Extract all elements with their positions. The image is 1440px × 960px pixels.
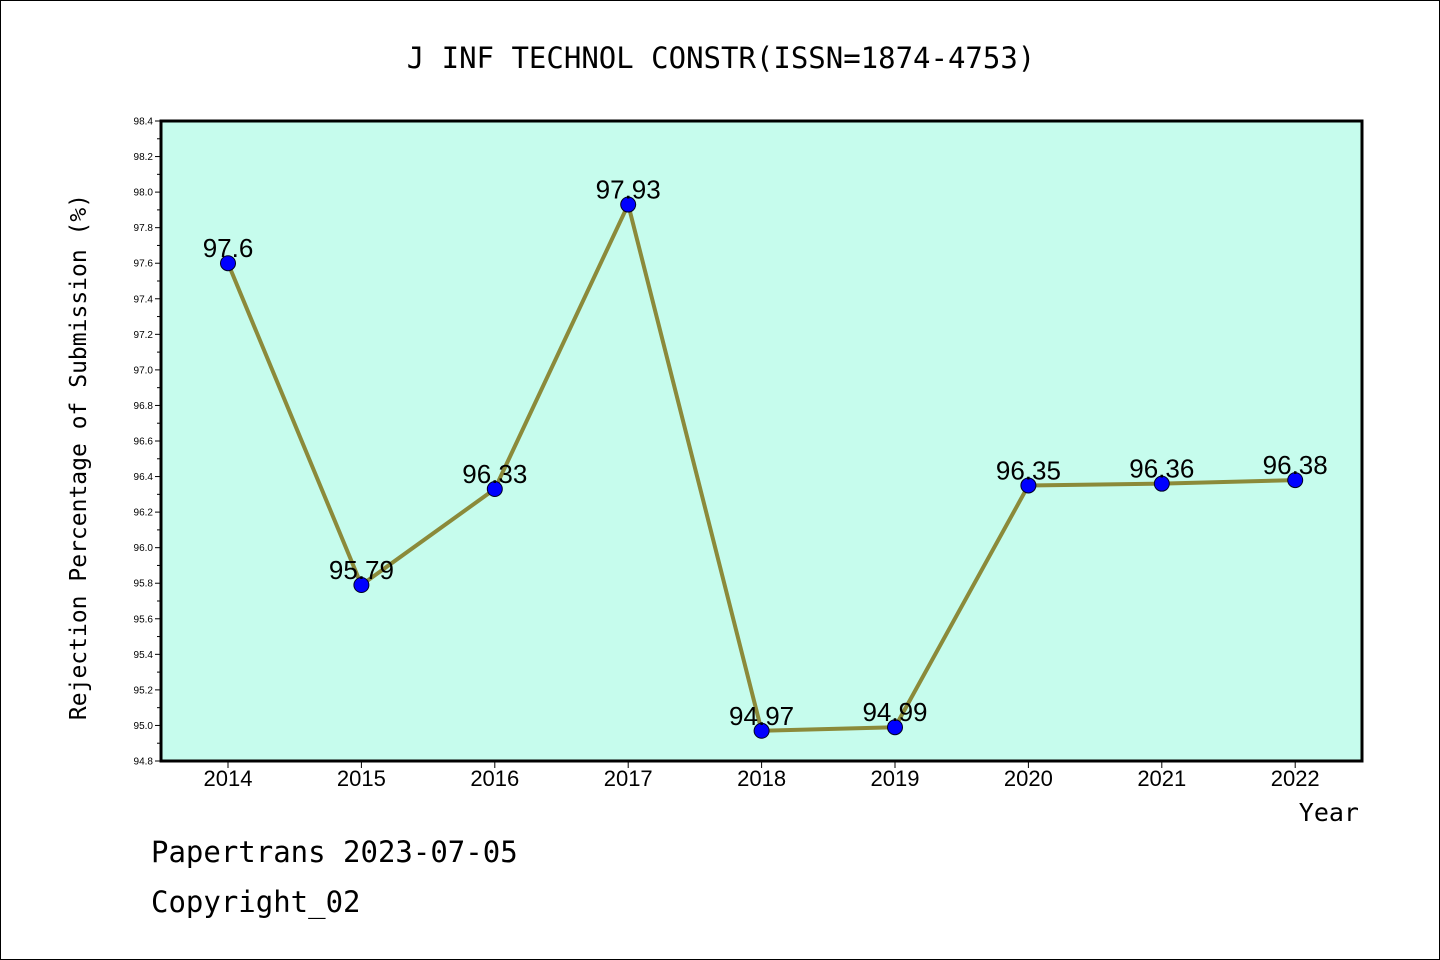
data-label: 94.97 <box>729 701 794 731</box>
data-label: 94.99 <box>862 697 927 727</box>
data-point <box>620 196 637 213</box>
y-tick-label: 97.2 <box>134 330 154 341</box>
y-axis: 94.8 95.0 95.2 95.4 95.6 95.8 96.0 96.2 96.4 96.6… <box>134 117 161 768</box>
x-tick-label: 2018 <box>737 766 786 791</box>
x-tick-label: 2019 <box>871 766 920 791</box>
data-label: 95.79 <box>329 555 394 585</box>
data-point <box>486 481 503 497</box>
plot-area <box>159 119 1364 763</box>
data-point <box>1153 475 1170 492</box>
y-tick-label: 94.8 <box>134 757 154 768</box>
x-tick-label: 2017 <box>604 766 653 791</box>
y-tick-label: 96.4 <box>134 472 154 483</box>
data-point <box>1020 477 1037 494</box>
series-markers <box>220 196 1304 739</box>
y-tick-label: 97.6 <box>134 259 154 270</box>
y-tick-label: 97.8 <box>134 223 154 234</box>
x-tick-label: 2020 <box>1004 766 1053 791</box>
y-tick-label: 95.2 <box>134 685 154 696</box>
data-point <box>753 722 770 739</box>
chart-title: J INF TECHNOL CONSTR(ISSN=1874-4753) <box>407 41 1036 75</box>
y-tick-label: 96.0 <box>134 543 154 554</box>
x-tick-label: 2015 <box>337 766 386 791</box>
data-label: 96.36 <box>1129 454 1194 484</box>
y-tick-label: 97.4 <box>134 294 154 305</box>
data-labels: 97.6 95.79 96.33 97.93 94.97 94.99 96.35 96.36 9… <box>203 175 1328 731</box>
footer-copyright: Copyright_02 <box>151 885 361 919</box>
x-axis: 2014 2015 2016 2017 2018 2019 2020 2021 2022 <box>204 761 1320 791</box>
y-tick-label: 98.4 <box>134 117 154 128</box>
data-label: 96.33 <box>462 459 527 489</box>
y-tick-label: 98.0 <box>134 188 154 199</box>
data-point <box>1287 472 1304 489</box>
y-tick-label: 96.2 <box>134 508 154 519</box>
y-tick-label: 95.6 <box>134 614 154 625</box>
data-point <box>887 719 903 736</box>
data-point <box>220 255 236 272</box>
footer-date: Papertrans 2023-07-05 <box>151 835 518 869</box>
y-tick-label: 95.4 <box>134 650 154 661</box>
x-tick-label: 2016 <box>470 766 519 791</box>
data-label: 97.6 <box>203 233 254 263</box>
x-tick-label: 2022 <box>1271 766 1320 791</box>
y-tick-label: 95.0 <box>134 721 154 732</box>
data-label: 97.93 <box>596 175 661 205</box>
y-axis-label: Rejection Percentage of Submission (%) <box>66 194 92 720</box>
x-tick-label: 2021 <box>1137 766 1186 791</box>
x-tick-label: 2014 <box>204 766 253 791</box>
y-tick-label: 98.2 <box>134 152 154 163</box>
y-tick-label: 96.6 <box>134 437 154 448</box>
y-tick-label: 96.8 <box>134 401 154 412</box>
y-tick-label: 95.8 <box>134 579 154 590</box>
y-tick-label: 97.0 <box>134 365 154 376</box>
data-point <box>353 577 370 593</box>
data-label: 96.35 <box>996 455 1061 485</box>
x-axis-label: Year <box>1299 798 1359 827</box>
data-label: 96.38 <box>1263 450 1328 480</box>
